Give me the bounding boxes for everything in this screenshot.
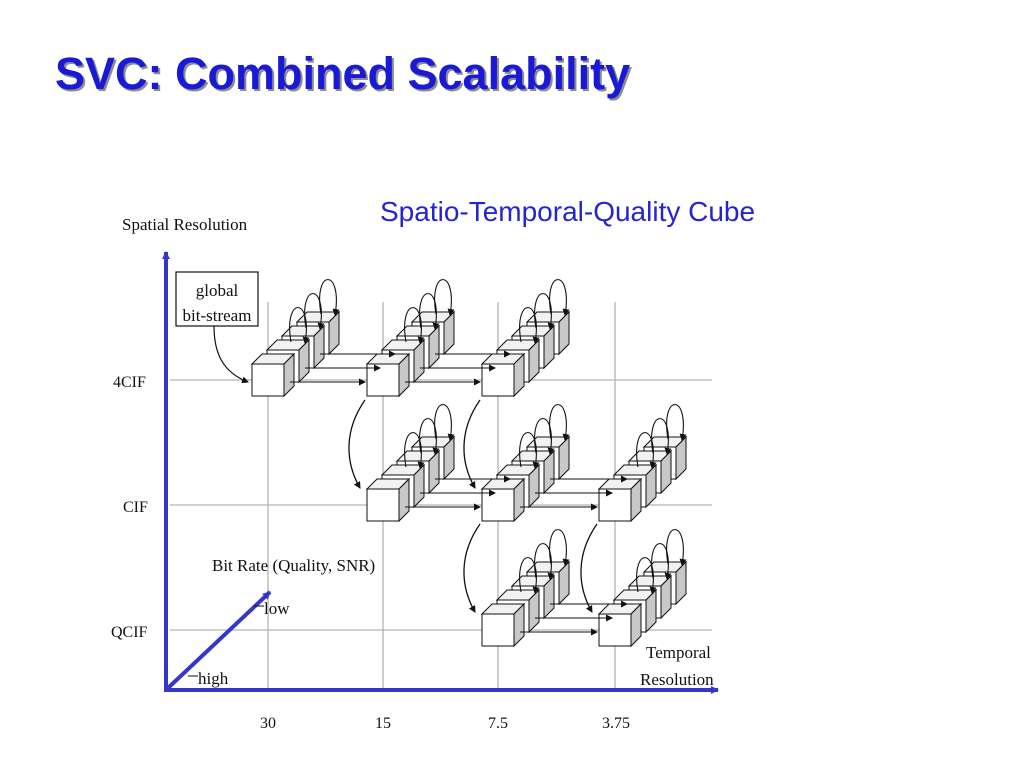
temporal-label-15: 15 — [375, 715, 391, 732]
temporal-label-30: 30 — [260, 715, 276, 732]
bitrate-axis — [166, 590, 272, 690]
depth-high-label: high — [198, 669, 229, 688]
temporal-link-4 — [520, 475, 628, 511]
spatial-label-4cif: 4CIF — [113, 374, 146, 391]
cube-cluster-3 — [480, 279, 571, 398]
spatial-label-qcif: QCIF — [111, 624, 148, 641]
callout-line2: bit-stream — [183, 306, 252, 325]
temporal-link-1 — [290, 350, 396, 386]
temporal-link-5 — [520, 600, 628, 636]
spatial-label-cif: CIF — [123, 499, 148, 516]
slide-subtitle: Spatio-Temporal-Quality Cube — [380, 196, 756, 227]
depth-low-label: low — [264, 599, 290, 618]
temporal-link-2 — [405, 350, 511, 386]
cube-clusters — [250, 279, 688, 648]
temporal-label-3-75: 3.75 — [602, 715, 630, 732]
y-axis-label: Spatial Resolution — [122, 215, 248, 234]
cube-cluster-6 — [597, 404, 688, 523]
cube-cluster-4 — [365, 404, 456, 523]
x-axis-label-line1: Temporal — [646, 643, 711, 662]
depth-axis-label: Bit Rate (Quality, SNR) — [212, 556, 375, 575]
callout-line1: global — [196, 281, 239, 300]
x-axis-label-line2: Resolution — [640, 670, 714, 689]
cube-cluster-1 — [250, 279, 341, 398]
cube-cluster-2 — [365, 279, 456, 398]
global-bitstream-callout — [175, 271, 259, 327]
slide-title: SVC: Combined Scalability — [55, 48, 631, 99]
temporal-label-7-5: 7.5 — [488, 715, 508, 732]
callout-pointer — [213, 325, 249, 384]
cube-cluster-8 — [597, 529, 688, 648]
cube-cluster-7 — [480, 529, 571, 648]
temporal-link-3 — [405, 475, 511, 511]
cube-cluster-5 — [480, 404, 571, 523]
